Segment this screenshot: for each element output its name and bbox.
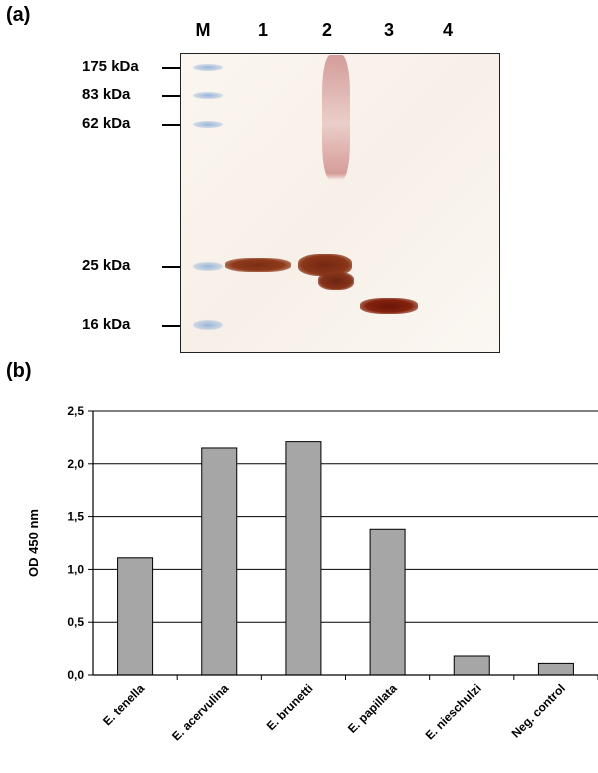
mw-tick-175 — [162, 67, 180, 69]
bar — [537, 662, 574, 676]
bar — [369, 528, 406, 676]
mw-label-83: 83 kDa — [82, 86, 131, 103]
bar — [117, 557, 154, 676]
mw-tick-62 — [162, 124, 180, 126]
lane-label-2: 2 — [321, 20, 333, 40]
bar — [453, 655, 490, 676]
bar — [201, 447, 238, 676]
lane-3-band — [360, 298, 418, 314]
mw-tick-83 — [162, 95, 180, 97]
marker-band-25 — [193, 262, 223, 271]
mw-label-25: 25 kDa — [82, 257, 131, 274]
marker-band-16 — [193, 320, 223, 330]
chart-bars — [117, 441, 574, 676]
category-label: E. tenella — [100, 681, 147, 728]
y-tick-label: 0,5 — [67, 615, 84, 629]
lane-1-band — [225, 258, 291, 272]
lane-2-lower-band — [318, 272, 354, 290]
y-tick-label: 1,5 — [67, 510, 84, 524]
category-label: E. papillata — [345, 681, 400, 736]
od450-bar-chart: 0,0 0,5 1,0 1,5 2,0 2,5 E. tenella E. acervulin… — [26, 404, 598, 743]
category-label: Neg. control — [509, 681, 568, 740]
mw-label-175: 175 kDa — [82, 58, 139, 75]
y-tick-label: 2,0 — [67, 457, 84, 471]
chart-gridlines — [93, 410, 598, 623]
lane-label-m: M — [195, 20, 211, 40]
bar — [285, 441, 322, 676]
mw-tick-16 — [162, 325, 180, 327]
lane-label-1: 1 — [257, 20, 269, 40]
marker-band-83 — [193, 92, 223, 99]
lane-label-3: 3 — [383, 20, 395, 40]
chart-axes — [88, 410, 598, 680]
mw-tick-25 — [162, 266, 180, 268]
western-blot-image — [180, 53, 500, 353]
y-tick-label: 1,0 — [67, 562, 84, 576]
category-label: E. acervulina — [169, 681, 231, 743]
mw-label-62: 62 kDa — [82, 115, 131, 132]
marker-band-62 — [193, 121, 223, 128]
panel-b-label: (b) — [6, 360, 32, 382]
category-label: E. brunetti — [264, 681, 316, 733]
lane-2-band — [298, 254, 352, 276]
lane-2-smear — [322, 55, 350, 180]
y-axis-title: OD 450 nm — [26, 509, 41, 577]
category-label: E. nieschulzi — [423, 681, 484, 742]
y-tick-label: 2,5 — [67, 404, 84, 418]
lane-label-4: 4 — [442, 20, 454, 40]
marker-band-175 — [193, 64, 223, 71]
y-tick-label: 0,0 — [67, 668, 84, 682]
panel-a-label: (a) — [6, 4, 31, 26]
mw-label-16: 16 kDa — [82, 316, 131, 333]
